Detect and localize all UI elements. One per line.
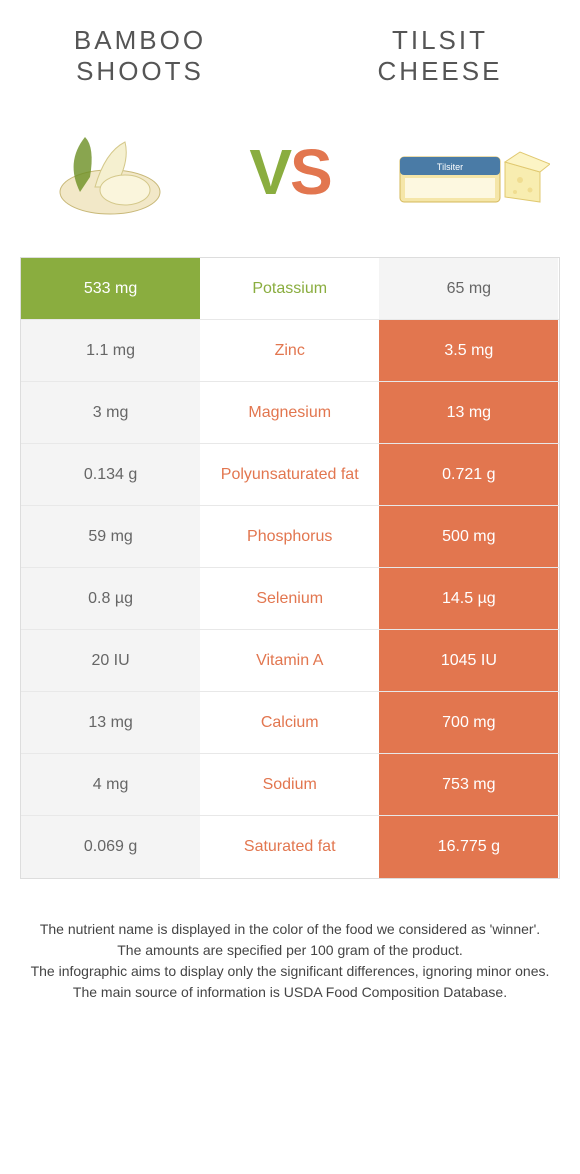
cell-left-value: 0.8 µg xyxy=(21,568,200,629)
cell-left-value: 59 mg xyxy=(21,506,200,567)
table-row: 13 mgCalcium700 mg xyxy=(21,692,559,754)
cell-nutrient-label: Selenium xyxy=(200,568,379,629)
cell-right-value: 753 mg xyxy=(379,754,558,815)
vs-s: S xyxy=(290,136,331,208)
cell-left-value: 533 mg xyxy=(21,258,200,319)
vs-v: V xyxy=(249,136,290,208)
cell-nutrient-label: Polyunsaturated fat xyxy=(200,444,379,505)
bamboo-shoots-image xyxy=(30,117,190,227)
footer-line3: The infographic aims to display only the… xyxy=(30,961,550,982)
cell-left-value: 0.134 g xyxy=(21,444,200,505)
footer-line4: The main source of information is USDA F… xyxy=(30,982,550,1003)
title-right: TILSIT CHEESE xyxy=(340,25,540,87)
cell-right-value: 13 mg xyxy=(379,382,558,443)
svg-text:Tilsiter: Tilsiter xyxy=(437,162,463,172)
table-row: 533 mgPotassium65 mg xyxy=(21,258,559,320)
cell-nutrient-label: Vitamin A xyxy=(200,630,379,691)
tilsit-cheese-image: Tilsiter xyxy=(390,117,550,227)
table-row: 4 mgSodium753 mg xyxy=(21,754,559,816)
title-left: BAMBOO SHOOTS xyxy=(40,25,240,87)
footer-notes: The nutrient name is displayed in the co… xyxy=(0,879,580,1023)
cell-right-value: 1045 IU xyxy=(379,630,558,691)
cell-right-value: 65 mg xyxy=(379,258,558,319)
footer-line1: The nutrient name is displayed in the co… xyxy=(30,919,550,940)
cell-left-value: 3 mg xyxy=(21,382,200,443)
cell-right-value: 3.5 mg xyxy=(379,320,558,381)
cell-nutrient-label: Zinc xyxy=(200,320,379,381)
cell-right-value: 16.775 g xyxy=(379,816,558,878)
table-row: 0.134 gPolyunsaturated fat0.721 g xyxy=(21,444,559,506)
title-left-line2: SHOOTS xyxy=(76,56,204,86)
cell-right-value: 700 mg xyxy=(379,692,558,753)
title-right-line1: TILSIT xyxy=(392,25,488,55)
comparison-table: 533 mgPotassium65 mg1.1 mgZinc3.5 mg3 mg… xyxy=(20,257,560,879)
header: BAMBOO SHOOTS TILSIT CHEESE xyxy=(0,0,580,97)
table-row: 0.8 µgSelenium14.5 µg xyxy=(21,568,559,630)
vs-row: VS Tilsiter xyxy=(0,97,580,257)
cell-nutrient-label: Saturated fat xyxy=(200,816,379,878)
footer-line2: The amounts are specified per 100 gram o… xyxy=(30,940,550,961)
cell-nutrient-label: Magnesium xyxy=(200,382,379,443)
cell-nutrient-label: Potassium xyxy=(200,258,379,319)
cell-nutrient-label: Sodium xyxy=(200,754,379,815)
cell-left-value: 1.1 mg xyxy=(21,320,200,381)
cell-nutrient-label: Calcium xyxy=(200,692,379,753)
table-row: 0.069 gSaturated fat16.775 g xyxy=(21,816,559,878)
table-row: 59 mgPhosphorus500 mg xyxy=(21,506,559,568)
table-row: 1.1 mgZinc3.5 mg xyxy=(21,320,559,382)
cell-left-value: 20 IU xyxy=(21,630,200,691)
table-row: 3 mgMagnesium13 mg xyxy=(21,382,559,444)
cell-left-value: 0.069 g xyxy=(21,816,200,878)
table-row: 20 IUVitamin A1045 IU xyxy=(21,630,559,692)
cell-left-value: 4 mg xyxy=(21,754,200,815)
cell-nutrient-label: Phosphorus xyxy=(200,506,379,567)
cell-right-value: 0.721 g xyxy=(379,444,558,505)
cell-left-value: 13 mg xyxy=(21,692,200,753)
title-left-line1: BAMBOO xyxy=(74,25,206,55)
cell-right-value: 500 mg xyxy=(379,506,558,567)
vs-label: VS xyxy=(249,135,330,209)
title-right-line2: CHEESE xyxy=(378,56,503,86)
cell-right-value: 14.5 µg xyxy=(379,568,558,629)
